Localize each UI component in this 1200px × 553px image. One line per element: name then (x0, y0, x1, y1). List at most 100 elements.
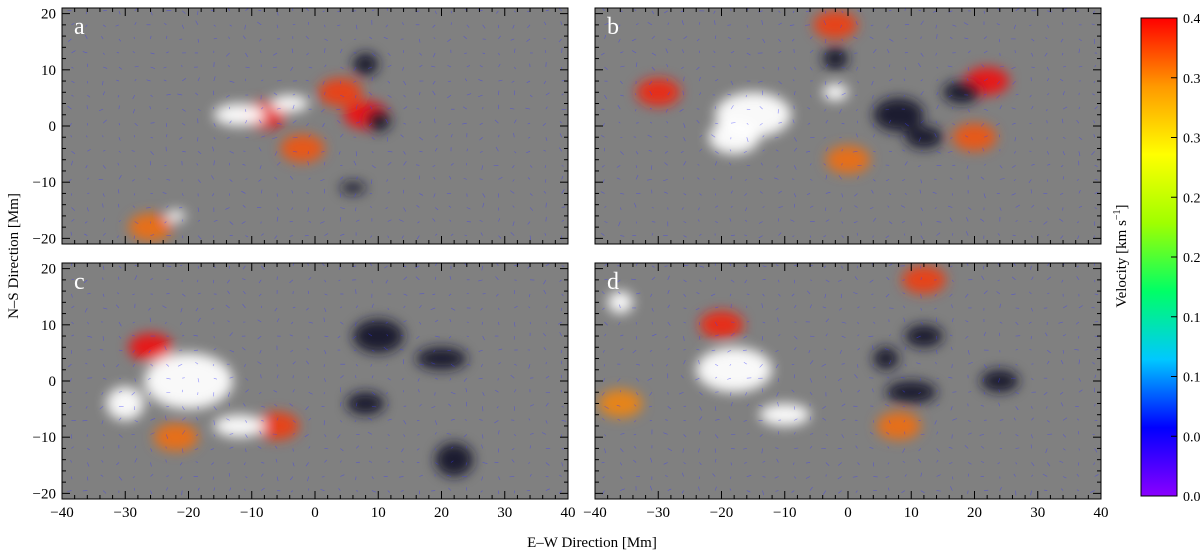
colorbar-tick-label: 0.00 (1183, 490, 1200, 505)
y-axis-label: N–S Direction [Mm] (6, 193, 22, 319)
panel-label: c (74, 269, 85, 295)
panel-background (62, 263, 568, 499)
y-tick-label: 0 (49, 374, 57, 390)
y-tick-label: 20 (41, 262, 56, 278)
velocity-vectors (67, 8, 567, 241)
panel-background (595, 263, 1101, 499)
negative-polarity-region (340, 182, 366, 194)
panel-d: −40 −30 −20 −10 0 10 20 30 40 d (583, 262, 1109, 521)
negative-polarity-region (873, 347, 899, 370)
flow-peak (254, 411, 300, 441)
negative-polarity-region (980, 369, 1019, 393)
flow-peak (153, 423, 198, 452)
colorbar-tick-label: 0.25 (1183, 191, 1200, 206)
x-tick-label: −30 (114, 505, 137, 521)
positive-polarity-region (708, 120, 760, 155)
positive-polarity-region (759, 403, 811, 426)
flow-peak (825, 145, 871, 174)
x-tick-label: 30 (1030, 505, 1045, 521)
x-tick-label: 10 (371, 505, 386, 521)
velocity-vectors (67, 263, 567, 496)
colorbar-ticks: 0.00 0.05 0.10 0.15 0.20 0.25 0.30 0.35 0.40 (1171, 12, 1200, 505)
panel-label: b (607, 14, 619, 40)
panel-b: b (594, 7, 1102, 245)
panel-label: d (607, 269, 619, 295)
y-tick-label: −10 (33, 430, 56, 446)
y-tick-label: 10 (41, 318, 56, 334)
flow-peak (813, 10, 858, 39)
y-tick-label: 0 (49, 119, 57, 135)
positive-polarity-region (144, 352, 233, 410)
flow-peak (128, 213, 173, 242)
x-tick-label: 20 (434, 505, 449, 521)
x-tick-label: 0 (844, 505, 852, 521)
colorbar-tick-label: 0.40 (1183, 12, 1200, 27)
colorbar: 0.00 0.05 0.10 0.15 0.20 0.25 0.30 0.35 0.40 Vel… (1112, 12, 1200, 505)
x-tick-label: −40 (50, 505, 73, 521)
panel-ticks (594, 263, 1102, 499)
y-tick-label: −20 (33, 231, 56, 247)
negative-polarity-region (885, 381, 937, 404)
flow-peak (280, 134, 325, 163)
panel-ticks (594, 8, 1102, 244)
x-tick-label: −30 (647, 505, 670, 521)
x-tick-label: −10 (773, 505, 796, 521)
flow-peak (699, 310, 744, 339)
panel-ticks (61, 263, 569, 499)
colorbar-tick-label: 0.05 (1183, 430, 1200, 445)
panel-c: 20 10 0 −10 −20 −40 −30 −20 −10 0 10 20 30 40 c (33, 262, 576, 521)
positive-polarity-region (106, 386, 145, 421)
positive-polarity-region (166, 210, 186, 222)
panel-background (62, 8, 568, 244)
negative-polarity-region (435, 442, 474, 477)
negative-polarity-region (904, 324, 943, 348)
flow-peak (598, 389, 643, 418)
negative-polarity-region (416, 347, 467, 370)
x-tick-label: −20 (177, 505, 200, 521)
positive-polarity-region (822, 83, 848, 101)
negative-polarity-region (942, 81, 981, 104)
positive-polarity-region (696, 347, 773, 393)
panel-ticks (61, 8, 569, 244)
flow-peak (901, 265, 947, 294)
flow-peak (876, 411, 921, 441)
colorbar-label: Velocity [km s−1] (1112, 204, 1130, 307)
panel-background (595, 8, 1101, 244)
x-tick-label: −10 (240, 505, 263, 521)
negative-polarity-region (873, 97, 924, 132)
negative-polarity-region (365, 109, 391, 132)
x-tick-label: 20 (967, 505, 982, 521)
y-tick-label: −20 (33, 486, 56, 502)
negative-polarity-region (352, 52, 379, 76)
x-tick-label: −20 (710, 505, 733, 521)
colorbar-tick-label: 0.35 (1183, 72, 1200, 87)
x-tick-label: −40 (583, 505, 606, 521)
y-tick-label: 20 (41, 7, 56, 23)
colorbar-tick-label: 0.20 (1183, 251, 1200, 266)
panel-label: a (74, 14, 85, 40)
colorbar-rect (1140, 17, 1178, 497)
x-tick-label: 0 (311, 505, 319, 521)
x-axis-label: E–W Direction [Mm] (527, 535, 657, 551)
x-tick-label: 40 (1094, 505, 1109, 521)
y-tick-label: −10 (33, 175, 56, 191)
negative-polarity-region (904, 126, 943, 149)
colorbar-tick-label: 0.30 (1183, 132, 1200, 147)
flow-peak (636, 78, 681, 107)
colorbar-tick-label: 0.15 (1183, 311, 1200, 326)
velocity-vectors (601, 263, 1099, 496)
panel-a: 20 10 0 −10 −20 a (33, 7, 569, 247)
x-tick-label: 30 (497, 505, 512, 521)
y-tick-label: 10 (41, 63, 56, 79)
positive-polarity-region (607, 291, 633, 314)
negative-polarity-region (352, 319, 404, 353)
colorbar-tick-label: 0.10 (1183, 371, 1200, 386)
flow-peak (128, 333, 173, 362)
positive-polarity-region (270, 95, 309, 112)
x-tick-label: 40 (561, 505, 576, 521)
flow-peak (318, 78, 363, 107)
x-tick-label: 10 (904, 505, 919, 521)
positive-polarity-region (213, 414, 265, 438)
